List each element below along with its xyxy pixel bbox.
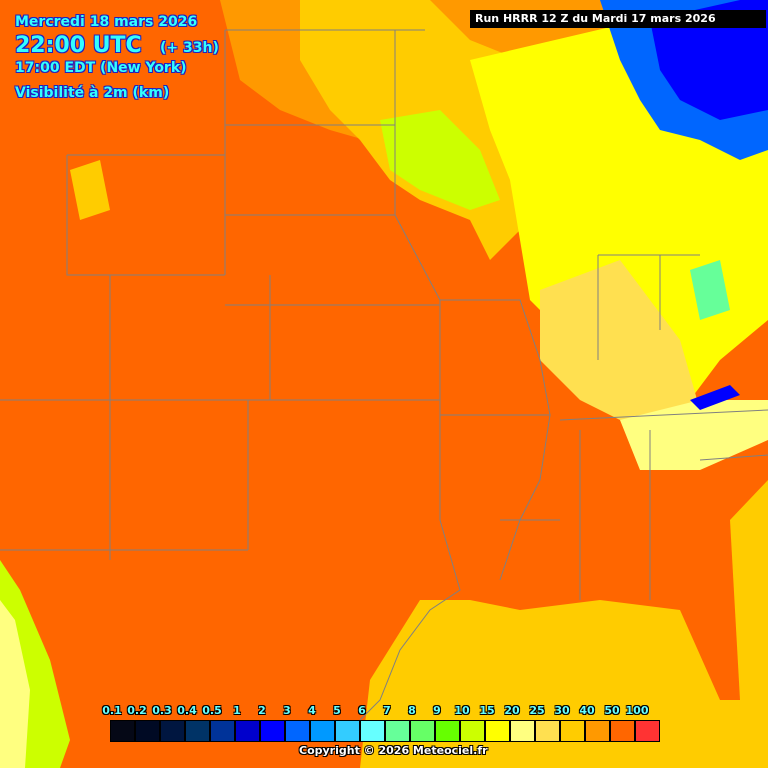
- forecast-date: Mercredi 18 mars 2026: [15, 14, 198, 30]
- legend-swatch: [135, 720, 160, 742]
- legend-swatch: [210, 720, 235, 742]
- field-appalachian-pale: [620, 400, 768, 470]
- legend-swatch: [110, 720, 135, 742]
- forecast-local-time: 17:00 EDT (New York): [15, 60, 187, 76]
- legend-swatch: [185, 720, 210, 742]
- legend-label: 7: [383, 704, 391, 717]
- legend-label: 10: [454, 704, 470, 717]
- legend-label: 30: [554, 704, 570, 717]
- legend-label: 100: [625, 704, 649, 717]
- legend-label: 9: [433, 704, 441, 717]
- legend-swatch: [510, 720, 535, 742]
- legend-swatch: [335, 720, 360, 742]
- legend-swatch: [160, 720, 185, 742]
- forecast-utc-time: 22:00 UTC: [15, 33, 142, 58]
- legend-label: 25: [529, 704, 545, 717]
- field-low-vis-darkblue: [650, 0, 768, 120]
- legend-label: 4: [308, 704, 316, 717]
- legend-swatch: [310, 720, 335, 742]
- legend-swatch: [285, 720, 310, 742]
- legend-swatch: [485, 720, 510, 742]
- legend-swatch: [560, 720, 585, 742]
- legend-label: 2: [258, 704, 266, 717]
- legend-label: 0.4: [177, 704, 197, 717]
- legend-swatch: [610, 720, 635, 742]
- field-ohio-green: [690, 260, 730, 320]
- legend-label: 0.1: [102, 704, 122, 717]
- legend-label: 6: [358, 704, 366, 717]
- legend-label: 0.3: [152, 704, 172, 717]
- legend-swatch: [260, 720, 285, 742]
- field-ohio-valley: [540, 260, 700, 430]
- legend-swatch: [435, 720, 460, 742]
- legend-label: 5: [333, 704, 341, 717]
- legend-swatch: [460, 720, 485, 742]
- legend-label: 1: [233, 704, 241, 717]
- field-low-vis-strip: [690, 385, 740, 410]
- field-northwest-patch: [70, 160, 110, 220]
- legend-label: 15: [479, 704, 495, 717]
- model-run-label: Run HRRR 12 Z du Mardi 17 mars 2026: [470, 10, 766, 28]
- legend-swatch: [585, 720, 610, 742]
- legend-swatch: [535, 720, 560, 742]
- state-borders: [0, 29, 768, 721]
- legend-swatch: [385, 720, 410, 742]
- legend-swatch: [410, 720, 435, 742]
- copyright: Copyright © 2026 Meteociel.fr: [299, 744, 488, 757]
- parameter-title: Visibilité à 2m (km): [15, 85, 170, 101]
- legend-label: 0.5: [202, 704, 222, 717]
- legend-swatch: [360, 720, 385, 742]
- legend-label: 0.2: [127, 704, 147, 717]
- legend-label: 8: [408, 704, 416, 717]
- legend-label: 20: [504, 704, 520, 717]
- forecast-lead-time: (+ 33h): [160, 40, 219, 56]
- legend-label: 50: [604, 704, 620, 717]
- legend-label: 40: [579, 704, 595, 717]
- legend-swatch: [235, 720, 260, 742]
- legend-label: 3: [283, 704, 291, 717]
- field-atlantic-gold: [730, 480, 768, 720]
- field-pacific-yellow: [0, 600, 30, 768]
- field-green-band: [380, 110, 500, 210]
- legend-swatch: [635, 720, 660, 742]
